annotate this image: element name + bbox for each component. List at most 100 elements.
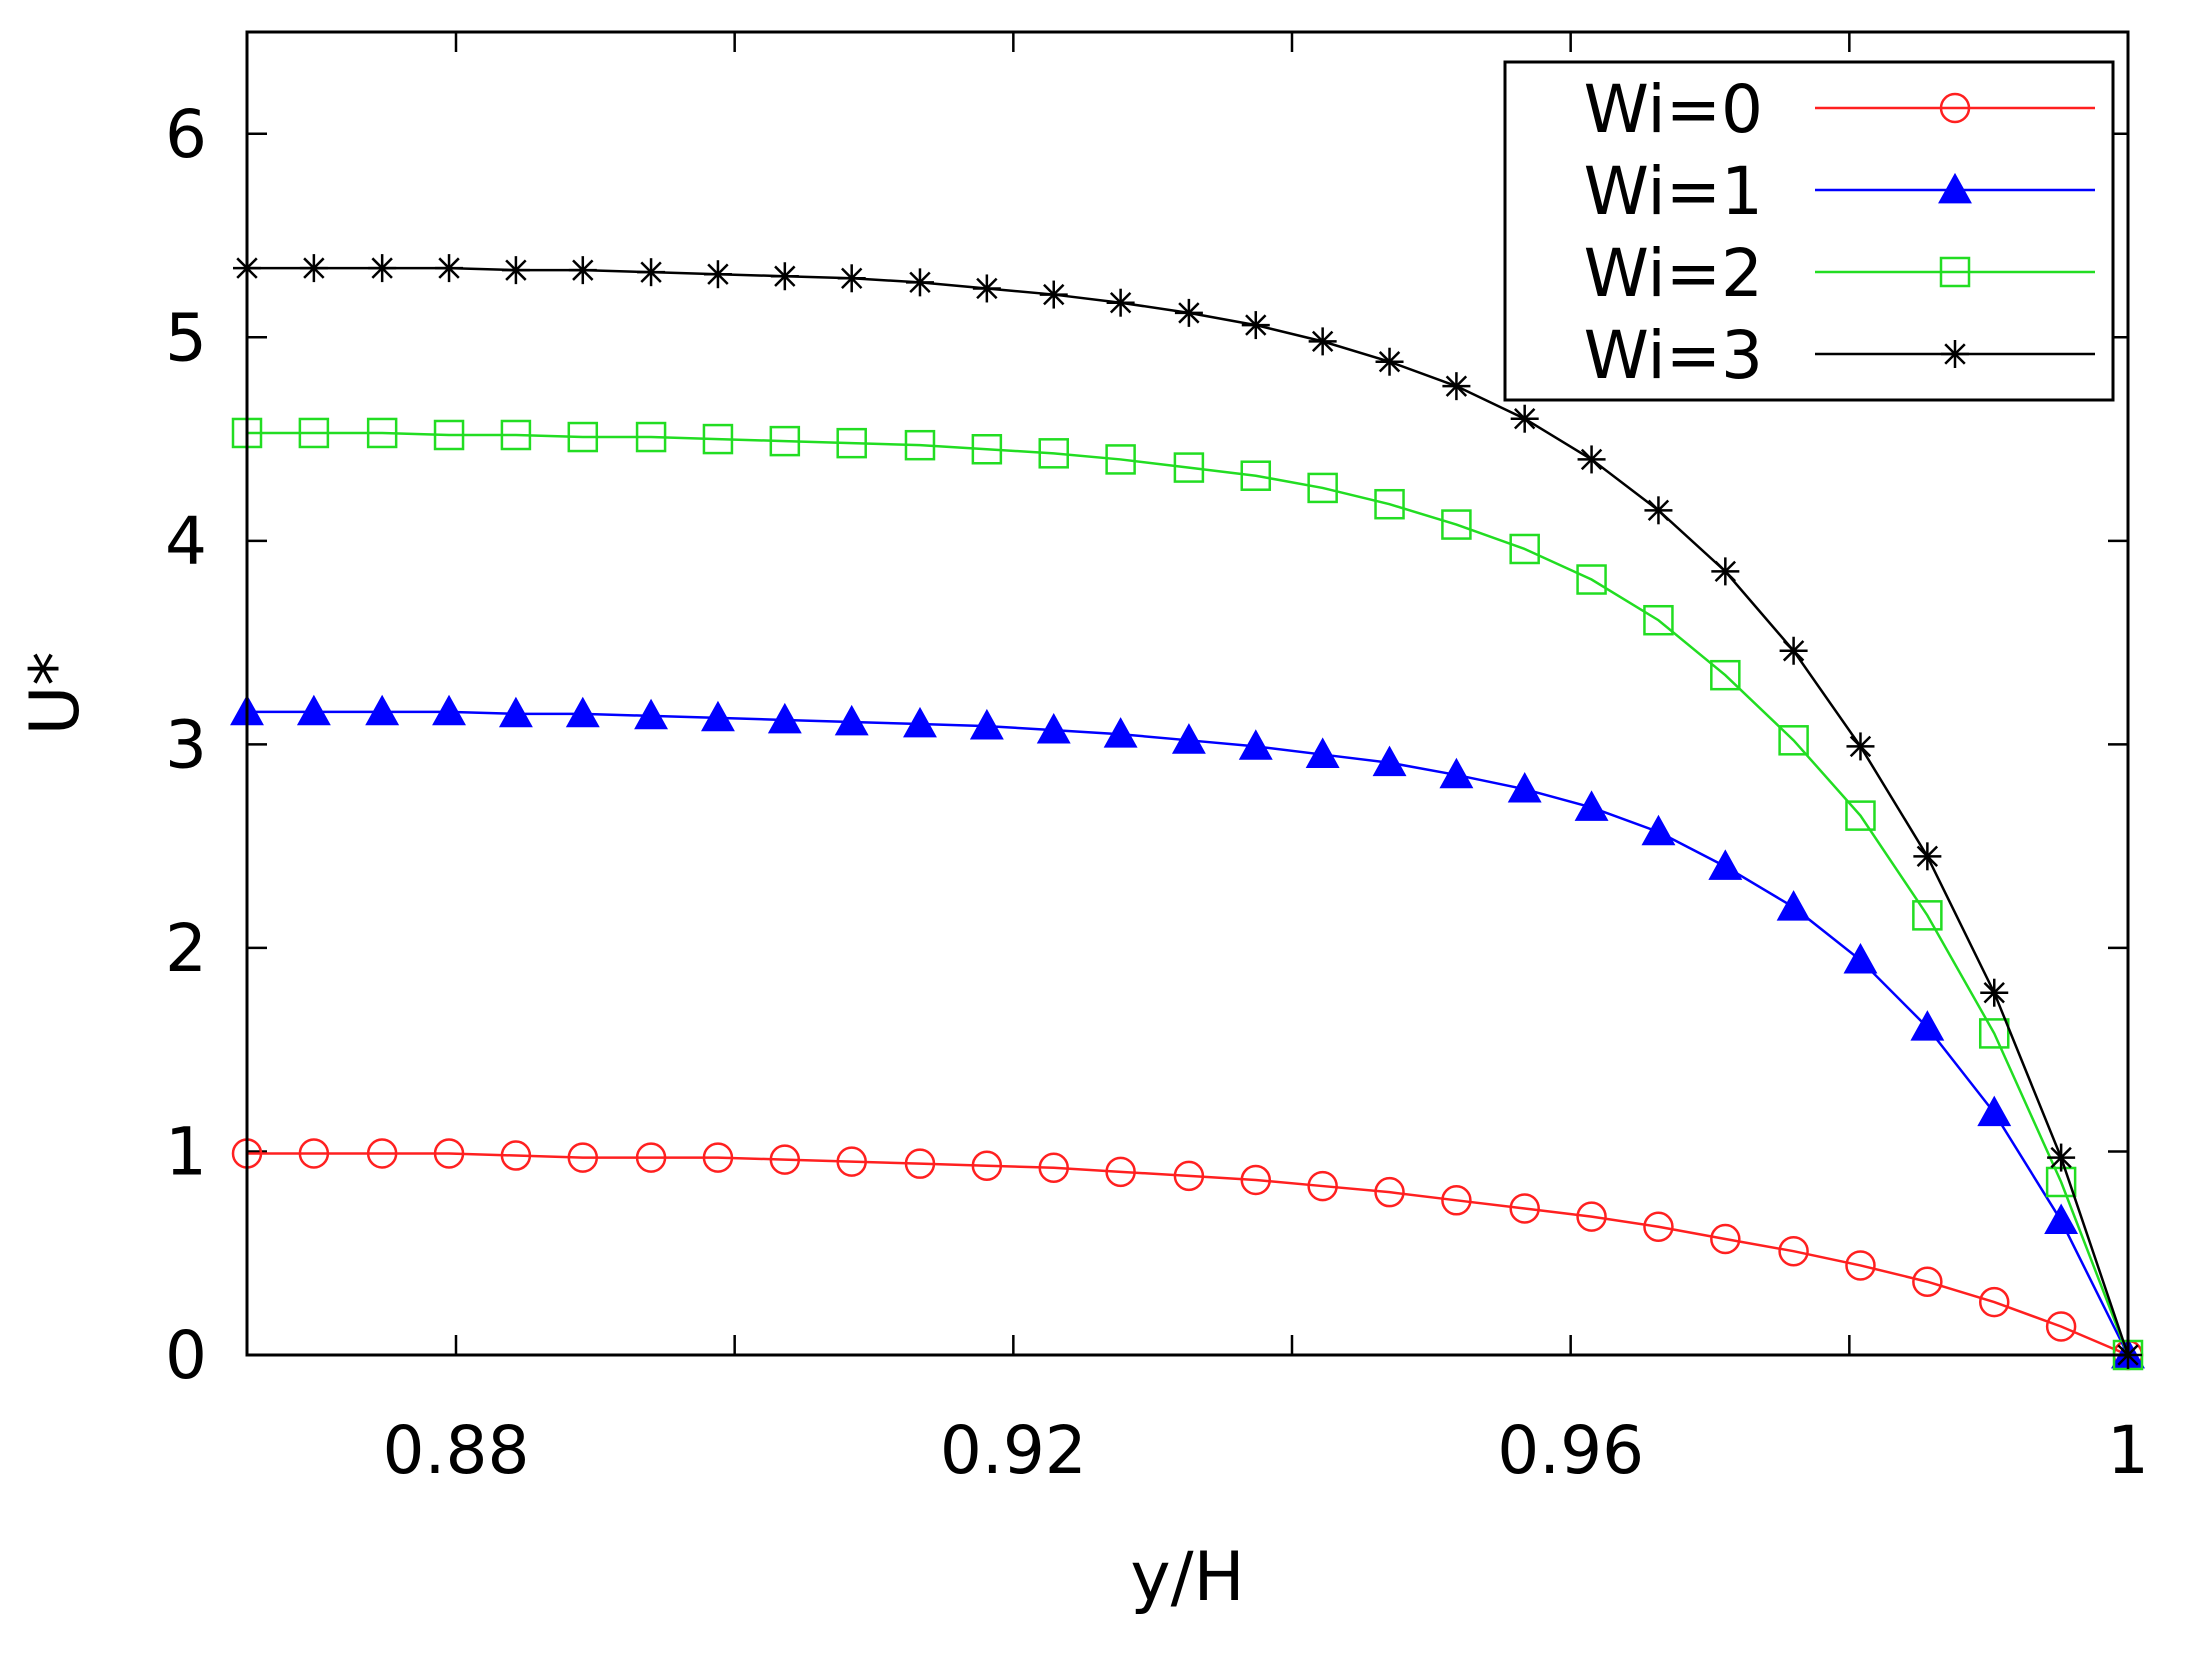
data-point: [702, 423, 734, 455]
data-point: [1441, 509, 1472, 540]
data-point: [1577, 445, 1606, 474]
data-point: [366, 417, 398, 449]
data-point: [435, 254, 464, 283]
data-point: [1374, 488, 1405, 520]
data-point: [567, 1142, 599, 1173]
data-point: [1644, 496, 1673, 525]
data-point: [1307, 472, 1338, 504]
data-point: [1307, 1170, 1338, 1202]
series-wi-2: [231, 417, 2144, 1371]
data-point: [296, 694, 331, 726]
data-point: [432, 694, 466, 726]
data-point: [1039, 280, 1068, 309]
data-point: [298, 417, 330, 449]
data-point: [1710, 659, 1741, 691]
data-point: [836, 427, 867, 459]
data-point: [969, 708, 1004, 740]
data-point: [1038, 438, 1069, 469]
data-point: [1103, 717, 1138, 748]
data-point: [634, 698, 669, 730]
data-point: [1912, 900, 1943, 931]
data-point: [1105, 444, 1136, 475]
data-point: [498, 696, 533, 728]
data-point: [1978, 1286, 2010, 1318]
data-point: [903, 706, 937, 738]
y-axis-title: U*: [16, 652, 95, 736]
legend: Wi=0Wi=1Wi=2Wi=3: [1503, 60, 2115, 402]
tick-labels-layer: 0.88 0.92 0.96 1 0 1 2 3 4 5 6: [165, 96, 2149, 1489]
data-point: [299, 254, 328, 283]
data-point: [433, 1138, 465, 1169]
data-point: [1507, 772, 1542, 803]
data-point: [700, 700, 735, 732]
data-point: [1778, 1235, 1809, 1267]
data-point: [1977, 1095, 2012, 1127]
data-point: [1106, 288, 1135, 317]
legend-marker: [1941, 340, 1969, 368]
data-point: [1913, 842, 1942, 871]
data-point: [769, 425, 801, 457]
data-point: [1641, 814, 1676, 846]
data-point: [837, 264, 866, 293]
data-point: [1643, 604, 1674, 636]
x-axis-title: y/H: [1130, 1538, 1244, 1617]
data-point: [298, 1138, 330, 1169]
data-point: [1978, 1018, 2010, 1049]
data-point: [1912, 1266, 1943, 1297]
y-tick-label: 1: [165, 1113, 207, 1190]
data-point: [500, 419, 532, 451]
data-point: [1171, 723, 1206, 754]
legend-marker: [1939, 92, 1971, 124]
data-point: [1375, 347, 1404, 376]
data-point: [635, 421, 667, 453]
data-point: [1439, 757, 1474, 789]
data-point: [904, 429, 936, 461]
data-point: [703, 260, 732, 289]
data-point: [1372, 745, 1407, 777]
data-point: [433, 419, 465, 451]
data-point: [1038, 1152, 1069, 1183]
data-point: [1576, 564, 1607, 595]
data-point: [1240, 460, 1272, 491]
data-point: [1779, 636, 1808, 665]
data-point: [702, 1142, 734, 1173]
data-point: [1711, 557, 1740, 586]
data-point: [836, 1146, 867, 1177]
data-point: [972, 274, 1001, 303]
legend-label: Wi=3: [1584, 317, 1763, 394]
y-tick-label: 0: [165, 1317, 207, 1394]
data-point: [904, 1148, 936, 1179]
x-tick-label: 0.92: [940, 1412, 1087, 1489]
data-point: [1846, 732, 1875, 761]
data-point: [1708, 849, 1743, 880]
data-point: [567, 421, 599, 453]
data-point: [1776, 890, 1811, 921]
y-tick-label: 6: [165, 96, 207, 173]
x-tick-label: 0.96: [1497, 1412, 1644, 1489]
y-tick-label: 5: [165, 299, 207, 376]
legend-label: Wi=0: [1584, 71, 1763, 148]
plot-frame: [245, 30, 2130, 1357]
data-point: [834, 704, 869, 736]
data-point: [501, 256, 530, 285]
data-point: [635, 1142, 667, 1173]
data-point: [1980, 978, 2009, 1007]
data-point: [568, 256, 597, 285]
data-point: [368, 254, 397, 283]
series-wi-1: [230, 694, 2145, 1369]
legend-box: [1503, 60, 2115, 402]
y-tick-label: 4: [165, 503, 207, 580]
data-point: [1643, 1211, 1674, 1243]
data-point: [1241, 311, 1270, 340]
data-point: [366, 1138, 398, 1169]
series-line: [247, 431, 2130, 1356]
data-point: [1576, 1201, 1607, 1232]
x-tick-label: 0.88: [383, 1412, 530, 1489]
legend-label: Wi=2: [1584, 235, 1763, 312]
data-point: [1509, 533, 1540, 565]
data-point: [365, 694, 400, 726]
y-tick-label: 2: [165, 910, 207, 987]
data-point: [1574, 790, 1609, 821]
data-point: [637, 258, 666, 287]
